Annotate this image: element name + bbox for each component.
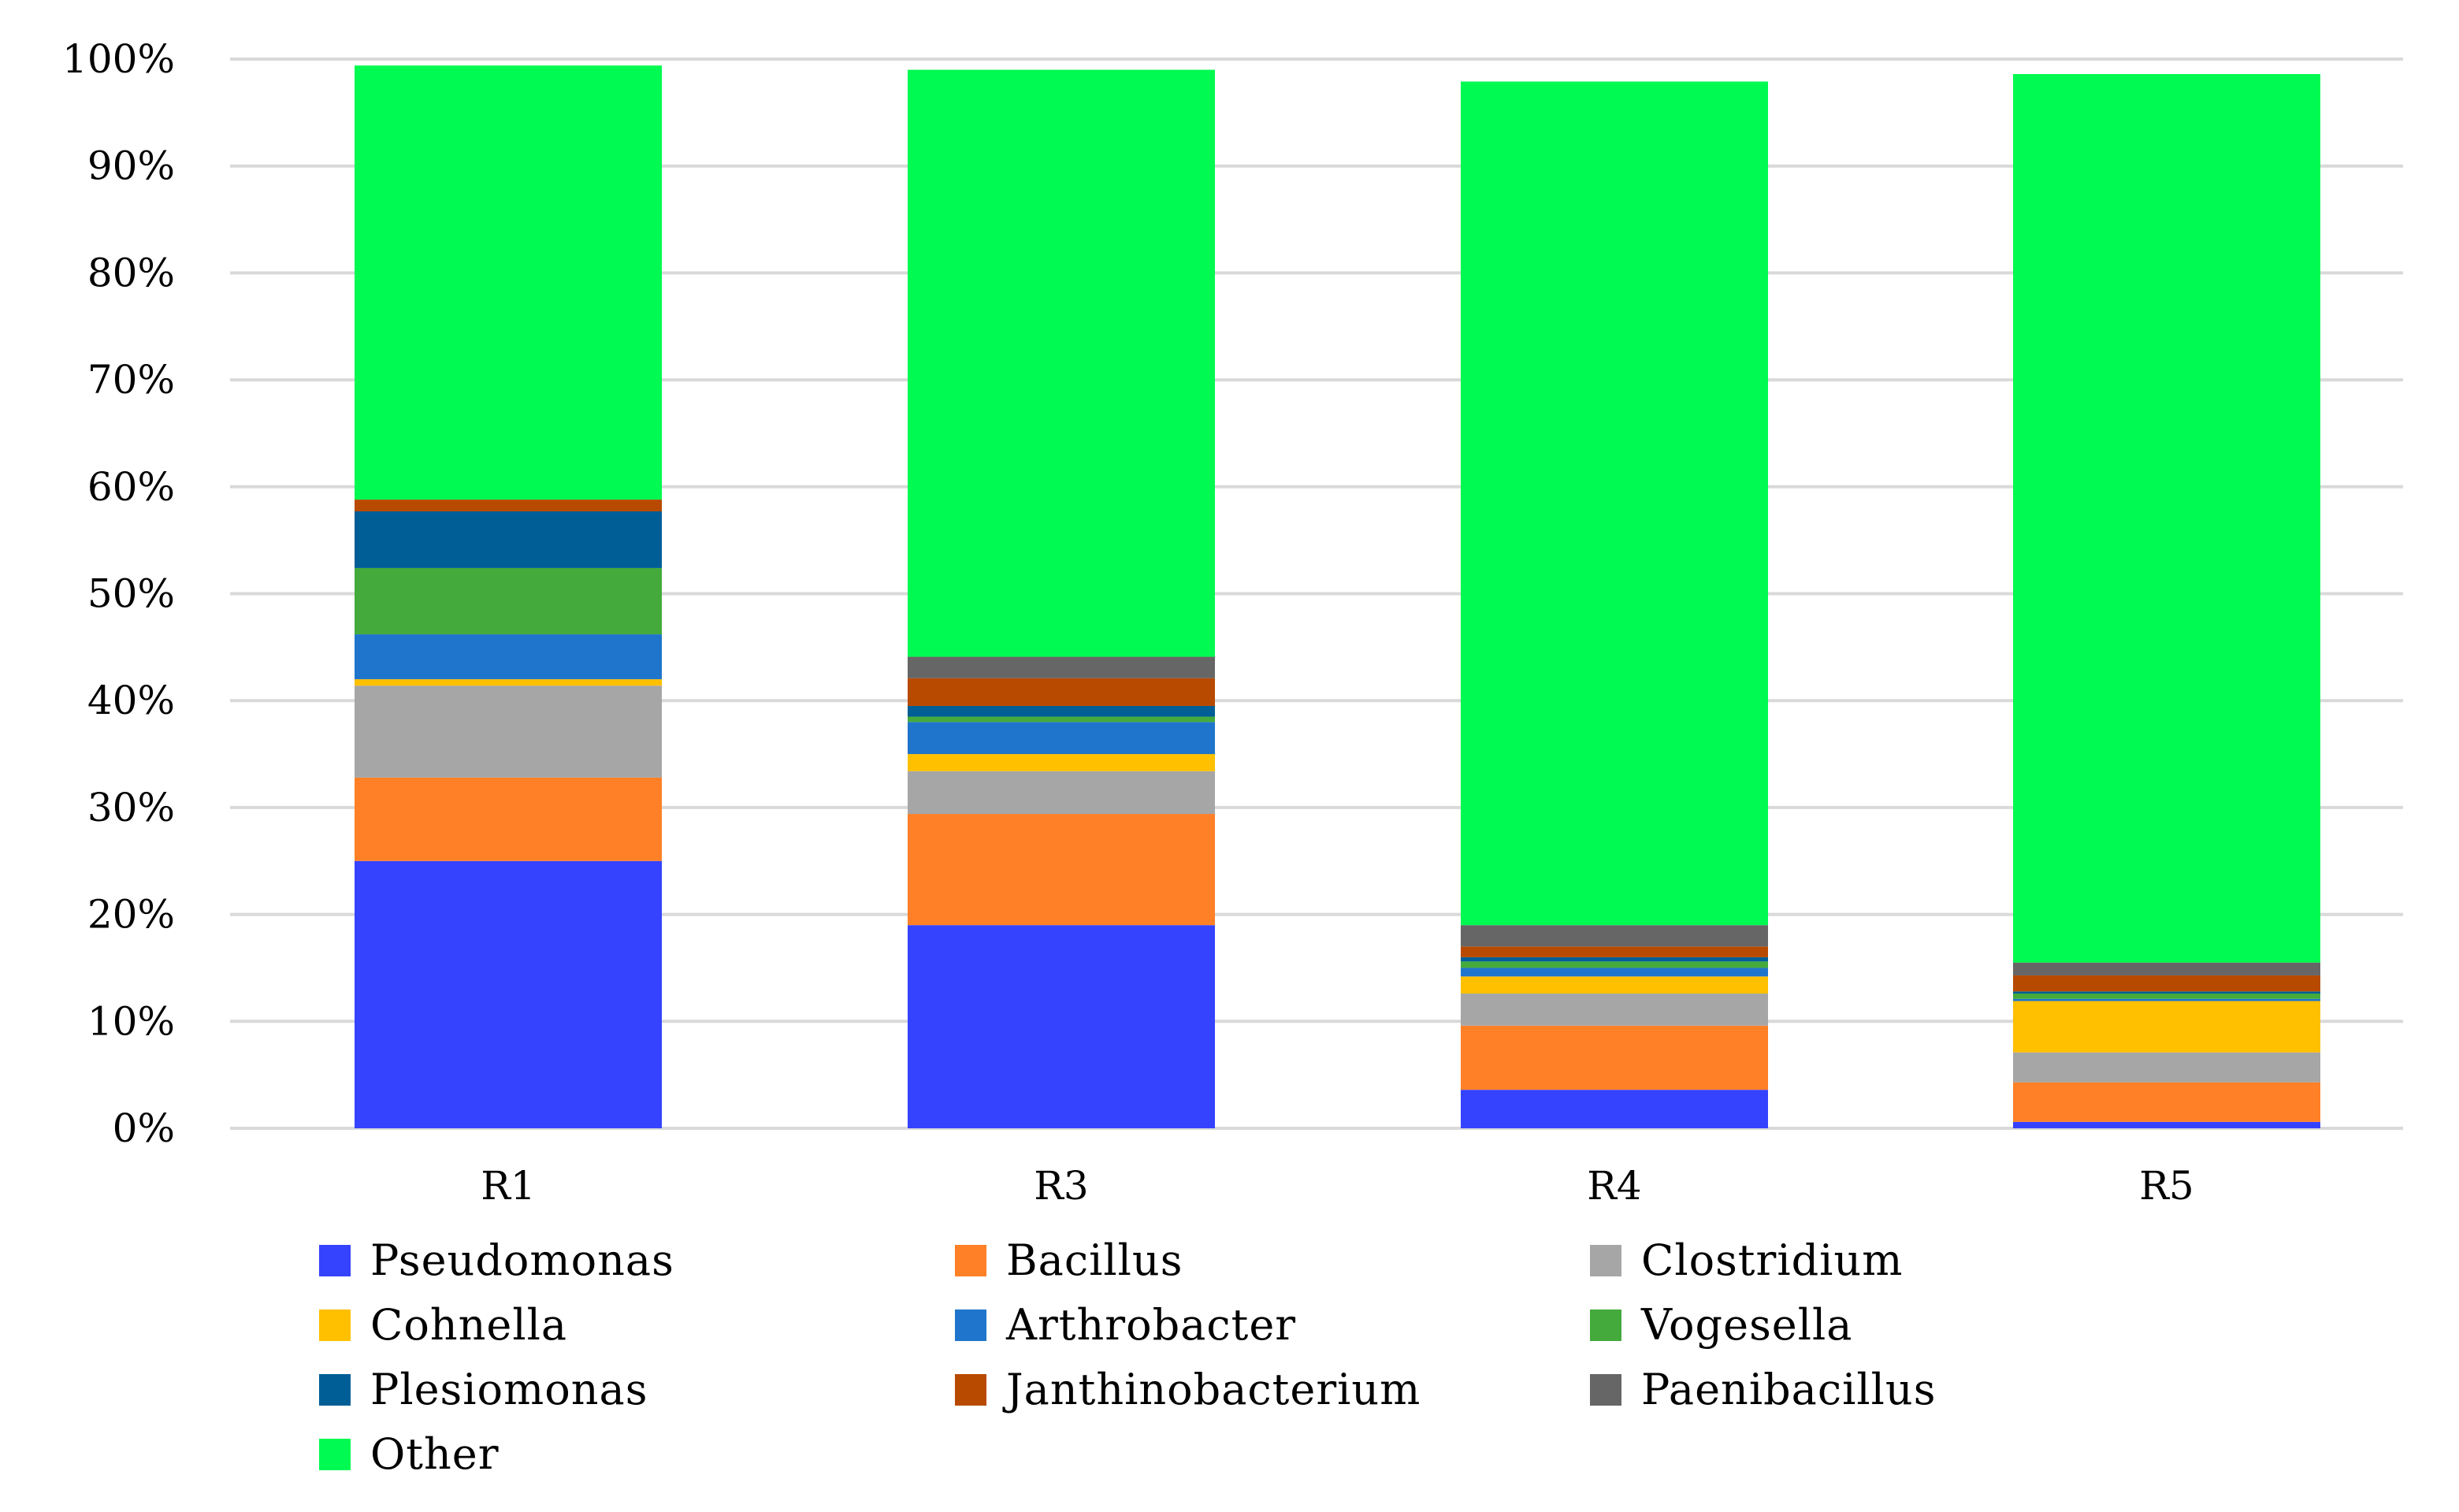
y-tick-label: 80%	[87, 250, 175, 295]
legend-swatch	[1590, 1310, 1621, 1341]
legend-label: Paenibacillus	[1641, 1365, 1936, 1414]
bar-segment-bacillus	[2013, 1082, 2320, 1122]
legend-item: Arthrobacter	[955, 1300, 1296, 1350]
legend-label: Janthinobacterium	[1002, 1365, 1421, 1414]
y-tick-label: 0%	[113, 1105, 175, 1151]
legend-item: Pseudomonas	[319, 1235, 674, 1285]
bar-segment-cohnella	[355, 679, 662, 686]
bar-segment-pseudomonas	[908, 925, 1215, 1128]
bar-segment-cohnella	[2013, 1001, 2320, 1053]
legend-swatch	[319, 1245, 351, 1276]
legend-item: Paenibacillus	[1590, 1365, 1936, 1414]
bar-segment-arthrobacter	[2013, 998, 2320, 1001]
bar-segment-vogesella	[908, 716, 1215, 723]
legend-swatch	[955, 1374, 986, 1406]
bar-segment-bacillus	[908, 814, 1215, 926]
legend-swatch	[319, 1310, 351, 1341]
bar-segment-janthinobacterium	[355, 500, 662, 512]
bar-segment-clostridium	[2013, 1052, 2320, 1083]
legend-item: Plesiomonas	[319, 1365, 648, 1414]
bar-segment-vogesella	[2013, 994, 2320, 999]
bar-segment-janthinobacterium	[908, 678, 1215, 706]
bar-segment-vogesella	[1461, 961, 1768, 968]
legend-item: Bacillus	[955, 1235, 1183, 1285]
legend-label: Cohnella	[370, 1300, 567, 1350]
legend-swatch	[955, 1245, 986, 1276]
legend-item: Clostridium	[1590, 1235, 1903, 1285]
legend-swatch	[1590, 1245, 1621, 1276]
legend-swatch	[319, 1439, 351, 1470]
bar-segment-janthinobacterium	[1461, 946, 1768, 957]
bar-segment-other	[908, 69, 1215, 657]
bar-segment-arthrobacter	[908, 722, 1215, 755]
x-tick-label: R4	[1587, 1163, 1641, 1209]
x-tick-label: R3	[1034, 1163, 1088, 1209]
y-tick-label: 50%	[87, 571, 175, 617]
bar-segment-janthinobacterium	[2013, 975, 2320, 992]
bar-segment-clostridium	[1461, 994, 1768, 1026]
legend-label: Vogesella	[1640, 1300, 1852, 1350]
bar-segment-bacillus	[1461, 1025, 1768, 1090]
bar-segment-other	[355, 65, 662, 500]
bar-stack-r1	[355, 65, 662, 1128]
bar-segment-cohnella	[908, 754, 1215, 771]
bar-segment-paenibacillus	[2013, 962, 2320, 975]
legend-label: Clostridium	[1641, 1235, 1903, 1285]
bar-segment-other	[2013, 73, 2320, 963]
bar-segment-paenibacillus	[908, 656, 1215, 678]
bar-segment-arthrobacter	[355, 634, 662, 680]
legend-label: Bacillus	[1006, 1235, 1183, 1285]
legend-swatch	[319, 1374, 351, 1406]
bar-segment-pseudomonas	[1461, 1090, 1768, 1128]
bar-stack-r4	[1461, 81, 1768, 1128]
y-tick-label: 10%	[87, 998, 175, 1044]
legend-label: Other	[370, 1429, 500, 1479]
legend-item: Cohnella	[319, 1300, 567, 1350]
bar-segment-vogesella	[355, 567, 662, 635]
bar-segment-bacillus	[355, 777, 662, 861]
bar-segment-plesiomonas	[1461, 957, 1768, 962]
y-tick-label: 30%	[87, 785, 175, 830]
legend-label: Plesiomonas	[370, 1365, 648, 1414]
legend-item: Janthinobacterium	[955, 1365, 1421, 1414]
x-tick-label: R1	[481, 1163, 535, 1209]
legend: Pseudomonas Bacillus Clostridium Cohnella Ar…	[319, 1235, 1936, 1479]
y-tick-label: 60%	[87, 464, 175, 510]
bar-segment-pseudomonas	[355, 860, 662, 1128]
bar-segment-clostridium	[908, 771, 1215, 815]
bar-segment-plesiomonas	[2013, 991, 2320, 994]
bar-segment-plesiomonas	[355, 511, 662, 568]
bar-stack-r5	[2013, 73, 2320, 1128]
y-tick-label: 100%	[62, 36, 175, 82]
bars	[355, 65, 2320, 1128]
bar-segment-clostridium	[355, 685, 662, 778]
legend-label: Pseudomonas	[370, 1235, 674, 1285]
x-tick-label: R5	[2139, 1163, 2193, 1209]
bar-segment-arthrobacter	[1461, 968, 1768, 977]
y-axis-tick-labels: 0% 10% 20% 30% 40% 50% 60% 70% 80% 90% 100%	[62, 36, 175, 1151]
bar-segment-plesiomonas	[908, 705, 1215, 717]
legend-swatch	[1590, 1374, 1621, 1406]
bar-segment-cohnella	[1461, 976, 1768, 994]
legend-label: Arthrobacter	[1005, 1300, 1296, 1350]
bar-stack-r3	[908, 69, 1215, 1128]
bar-segment-pseudomonas	[2013, 1121, 2320, 1128]
y-tick-label: 20%	[87, 892, 175, 938]
legend-item: Other	[319, 1429, 500, 1479]
y-tick-label: 90%	[87, 143, 175, 189]
x-axis-category-labels: R1 R3 R4 R5	[481, 1163, 2193, 1209]
legend-swatch	[955, 1310, 986, 1341]
bar-segment-paenibacillus	[1461, 925, 1768, 947]
y-tick-label: 40%	[87, 678, 175, 723]
y-tick-label: 70%	[87, 357, 175, 403]
bar-segment-other	[1461, 81, 1768, 926]
legend-item: Vogesella	[1590, 1300, 1852, 1350]
